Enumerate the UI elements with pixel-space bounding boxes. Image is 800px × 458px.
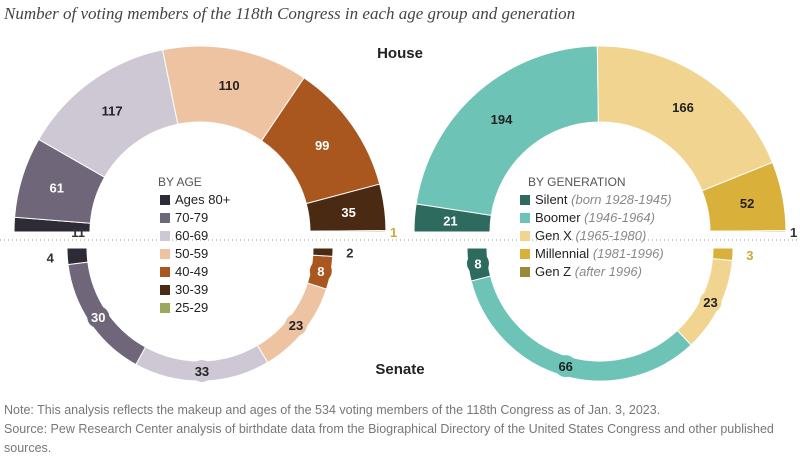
legend-swatch <box>160 231 170 241</box>
legend-label: 60-69 <box>175 228 208 243</box>
house-wedge <box>709 230 787 233</box>
legend-label: Gen Z (after 1996) <box>535 264 642 279</box>
legend-swatch <box>520 267 530 277</box>
senate-value-label: 8 <box>317 264 324 279</box>
senate-label-badge <box>466 252 489 275</box>
house-value-label: 99 <box>315 138 329 153</box>
senate-label-badge <box>284 313 307 336</box>
legend-swatch <box>160 213 170 223</box>
senate-value-label: 4 <box>47 250 55 265</box>
senate-value-label: 3 <box>746 248 753 263</box>
legend-subtitle: BY AGE <box>158 175 202 189</box>
legend-label: Ages 80+ <box>175 192 230 207</box>
house-value-label: 11 <box>71 225 85 240</box>
legend-range: (1981-1996) <box>589 246 663 261</box>
senate-wedge <box>312 247 334 257</box>
senate-label-badge <box>87 306 110 329</box>
house-value-label: 194 <box>491 112 513 127</box>
house-value-label: 61 <box>49 181 63 196</box>
senate-value-label: 66 <box>558 359 572 374</box>
legend-swatch <box>520 213 530 223</box>
senate-value-label: 30 <box>91 310 105 325</box>
house-wedge <box>596 45 774 192</box>
legend-range: (1946-1964) <box>581 210 655 225</box>
senate-value-label: 2 <box>346 246 353 261</box>
senate-value-label: 33 <box>195 364 209 379</box>
house-value-label: 166 <box>672 100 694 115</box>
house-value-label: 35 <box>341 205 355 220</box>
house-label: House <box>377 45 423 62</box>
house-value-label: 52 <box>740 196 754 211</box>
source-text: Source: Pew Research Center analysis of … <box>4 422 774 455</box>
legend-swatch <box>160 303 170 313</box>
legend-swatch <box>160 267 170 277</box>
house-value-label: 117 <box>102 103 123 118</box>
chart: House Senate 11 61 117 110 99 35 1 4 30 33 23 8 2 BY AG… <box>0 45 800 382</box>
legend-label: 30-39 <box>175 282 208 297</box>
legend-swatch <box>520 231 530 241</box>
house-value-label: 1 <box>790 225 797 240</box>
legend-label: 70-79 <box>175 210 208 225</box>
legend-swatch <box>520 249 530 259</box>
legend-label: Boomer (1946-1964) <box>535 210 655 225</box>
legend-label: 40-49 <box>175 264 208 279</box>
legend-swatch <box>160 285 170 295</box>
senate-label-badge <box>554 355 577 378</box>
chart-title: Number of voting members of the 118th Co… <box>4 4 576 23</box>
senate-label: Senate <box>375 361 424 378</box>
legend-range: (1965-1980) <box>572 228 646 243</box>
note-text: Note: This analysis reflects the makeup … <box>4 403 661 417</box>
senate-value-label: 23 <box>289 318 303 333</box>
legend-subtitle: BY GENERATION <box>528 175 626 189</box>
senate-value-label: 23 <box>703 295 717 310</box>
house-value-label: 21 <box>443 214 457 229</box>
legend-range: (after 1996) <box>571 264 642 279</box>
legend-label: Silent (born 1928-1945) <box>535 192 672 207</box>
notes: Note: This analysis reflects the makeup … <box>4 401 800 458</box>
house-value-label: 1 <box>390 225 397 240</box>
senate-label-badge <box>309 260 332 283</box>
senate-value-label: 8 <box>474 256 481 271</box>
legend-label: Gen X (1965-1980) <box>535 228 646 243</box>
legend-swatch <box>160 195 170 205</box>
senate-wedge <box>711 247 734 262</box>
senate-label-badge <box>190 359 213 382</box>
house-wedge <box>309 230 387 233</box>
legend-range: (born 1928-1945) <box>568 192 672 207</box>
legend-label: Millennial (1981-1996) <box>535 246 664 261</box>
senate-wedge <box>470 275 692 382</box>
legend-swatch <box>160 249 170 259</box>
legend-label: 25-29 <box>175 300 208 315</box>
house-value-label: 110 <box>219 78 240 93</box>
legend-swatch <box>520 195 530 205</box>
senate-wedge <box>66 247 89 266</box>
legend-label: 50-59 <box>175 246 208 261</box>
senate-label-badge <box>699 291 722 314</box>
house-wedge <box>415 45 599 216</box>
